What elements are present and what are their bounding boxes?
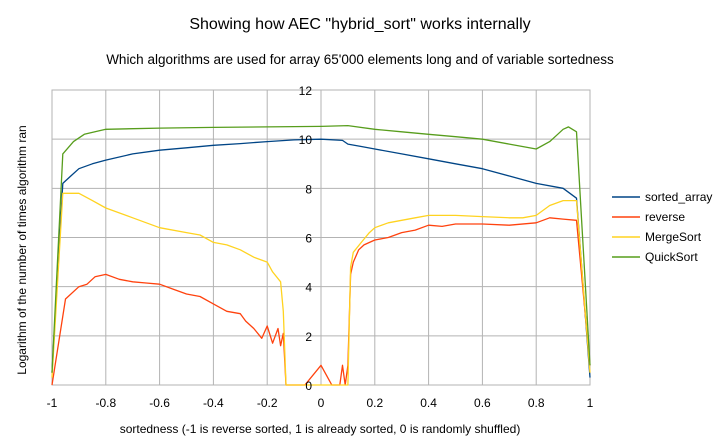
- legend-label: reverse: [645, 210, 685, 224]
- y-axis-label: Logarithm of the number of times algorit…: [15, 125, 29, 374]
- x-tick-label: -1: [47, 396, 58, 410]
- x-tick-label: -0.4: [203, 396, 224, 410]
- chart-title: Showing how AEC "hybrid_sort" works inte…: [189, 16, 530, 33]
- legend-label: MergeSort: [645, 230, 702, 244]
- series-line-mergesort: [51, 192, 591, 386]
- x-axis: -1 -0.8 -0.6 -0.4 -0.2 0 0.2 0.4 0.6 0.8 1: [47, 396, 594, 410]
- legend-label: sorted_array: [645, 190, 712, 204]
- y-axis: 0 2 4 6 8 10 12: [299, 84, 313, 393]
- x-tick-label: 0.4: [420, 396, 437, 410]
- x-tick-label: 1: [587, 396, 594, 410]
- y-tick-label: 8: [305, 182, 312, 196]
- y-tick-label: 12: [299, 84, 313, 98]
- y-tick-label: 6: [305, 232, 312, 246]
- series-line-quicksort: [51, 124, 591, 373]
- x-tick-label: -0.8: [95, 396, 116, 410]
- y-tick-label: 0: [305, 379, 312, 393]
- y-tick-label: 10: [299, 133, 313, 147]
- x-tick-label: 0.2: [366, 396, 383, 410]
- y-tick-label: 2: [305, 330, 312, 344]
- chart-subtitle: Which algorithms are used for array 65'0…: [106, 52, 614, 67]
- y-tick-label: 4: [305, 281, 312, 295]
- x-tick-label: -0.2: [257, 396, 278, 410]
- series-layer: [51, 124, 591, 386]
- x-tick-label: 0.8: [528, 396, 545, 410]
- x-tick-label: 0.6: [474, 396, 491, 410]
- legend-label: QuickSort: [645, 250, 698, 264]
- series-line-sorted-array: [51, 138, 591, 378]
- x-tick-label: -0.6: [149, 396, 170, 410]
- x-tick-label: 0: [318, 396, 325, 410]
- x-axis-label: sortedness (-1 is reverse sorted, 1 is a…: [120, 422, 521, 436]
